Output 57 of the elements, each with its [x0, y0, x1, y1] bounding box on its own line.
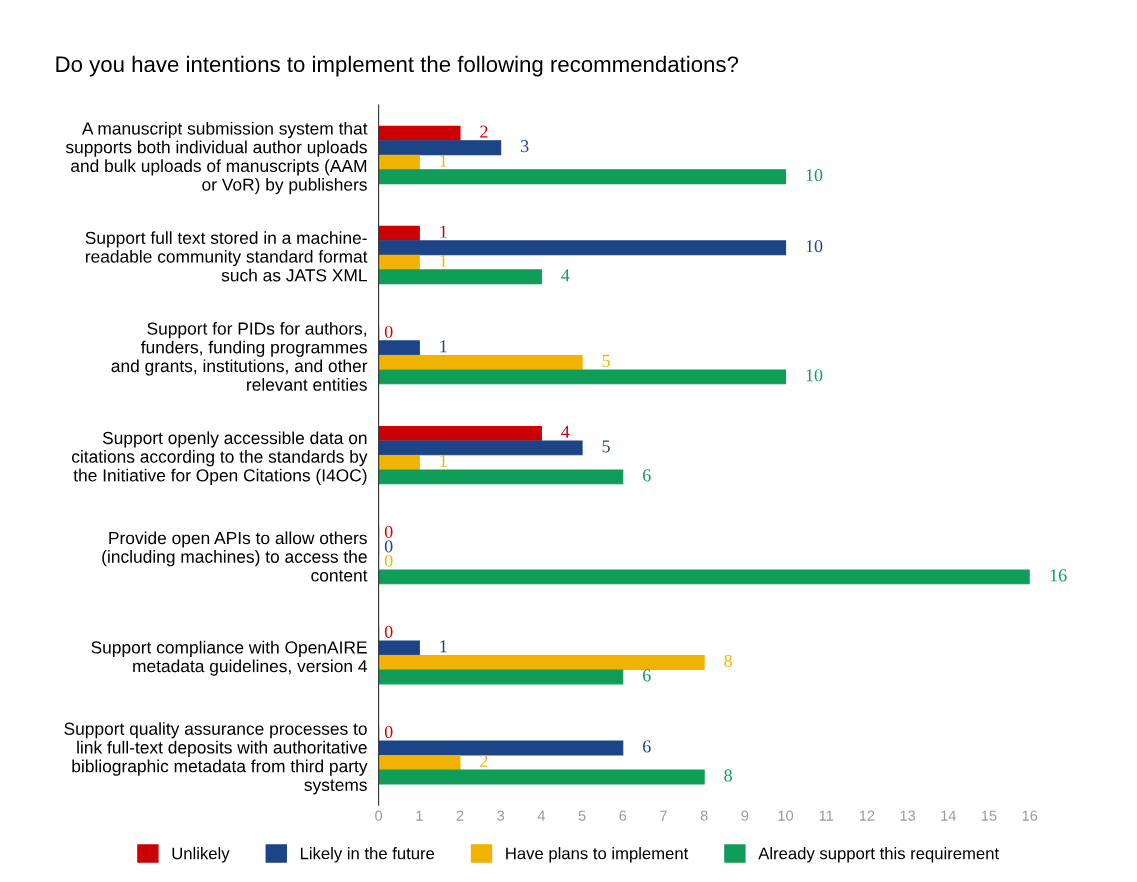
- chart-title: Do you have intentions to implement the following recommendations?: [56, 55, 739, 77]
- data-label: 1: [440, 154, 447, 167]
- data-label: 3: [521, 140, 529, 153]
- y-tick-label: Support for PIDs for authors, funders, funding programmes and grants, institutions, and other relevant entities: [111, 321, 368, 391]
- x-tick-label: 0: [375, 810, 383, 821]
- data-label: 8: [724, 654, 732, 667]
- data-label: 1: [440, 225, 447, 238]
- x-tick-label: 15: [981, 810, 997, 821]
- x-tick-label: 2: [456, 810, 464, 821]
- x-tick-label: 16: [1022, 810, 1038, 821]
- data-label: 1: [440, 454, 447, 467]
- x-tick-label: 4: [537, 810, 546, 821]
- legend-label: Already support this requirement: [758, 847, 999, 863]
- x-tick-label: 1: [416, 810, 423, 821]
- data-label: 0: [384, 540, 393, 553]
- x-tick-label: 5: [578, 810, 586, 821]
- x-tick-label: 12: [859, 810, 875, 821]
- data-label: 0: [384, 554, 393, 567]
- data-label: 10: [806, 169, 823, 182]
- legend-label: Have plans to implement: [506, 847, 689, 863]
- legend-label: Unlikely: [172, 847, 230, 863]
- data-label: 16: [1050, 569, 1067, 582]
- data-label: 2: [480, 754, 488, 767]
- y-tick-label: Support compliance with OpenAIRE metadata guidelines, version 4: [91, 640, 368, 676]
- x-tick-label: 9: [741, 810, 749, 821]
- x-tick-label: 11: [819, 810, 834, 821]
- y-tick-label: A manuscript submission system that supports both individual author uploads and bulk uploads of manuscripts (AAM or VoR) by publishers: [65, 121, 368, 195]
- data-label: 5: [602, 440, 610, 453]
- data-label: 0: [384, 625, 393, 638]
- x-tick-label: 8: [700, 810, 708, 821]
- data-label: 0: [384, 525, 393, 538]
- y-tick-label: Support openly accessible data on citations according to the standards by the Initiative for Open Citations (I4OC): [71, 431, 368, 485]
- y-tick-label: Support full text stored in a machine- readable community standard format such as JATS XML: [85, 231, 368, 282]
- data-label: 4: [561, 425, 570, 438]
- x-tick-label: 13: [900, 810, 916, 821]
- data-label: 8: [724, 769, 732, 782]
- x-tick-label: 3: [497, 810, 505, 821]
- data-label: 10: [806, 369, 823, 382]
- data-label: 0: [384, 725, 393, 738]
- x-tick-label: 7: [660, 810, 667, 821]
- x-tick-label: 14: [941, 810, 956, 821]
- x-tick-label: 6: [619, 810, 627, 821]
- y-tick-label: Support quality assurance processes to link full-text deposits with authoritative bibliographic metadata from third party systems: [64, 722, 368, 795]
- data-label: 10: [806, 240, 823, 253]
- data-label: 0: [384, 325, 393, 338]
- legend-label: Likely in the future: [300, 847, 435, 863]
- data-label: 6: [642, 669, 651, 682]
- data-label: 6: [642, 740, 651, 753]
- data-label: 5: [602, 354, 610, 367]
- x-tick-label: 10: [778, 810, 794, 821]
- data-label: 4: [561, 269, 570, 282]
- y-tick-label: Provide open APIs to allow others (including machines) to access the content: [102, 531, 368, 582]
- data-label: 1: [440, 254, 447, 267]
- data-label: 6: [642, 469, 651, 482]
- data-label: 1: [440, 640, 447, 653]
- data-label: 1: [440, 340, 447, 353]
- data-label: 2: [480, 125, 488, 138]
